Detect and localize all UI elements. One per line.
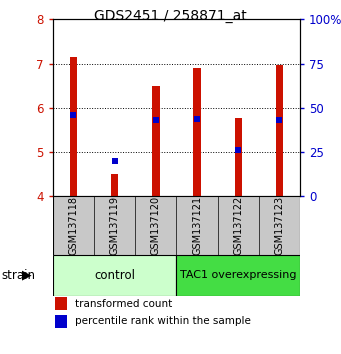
Text: GSM137122: GSM137122: [233, 196, 243, 255]
Bar: [177, 255, 300, 296]
Text: ▶: ▶: [22, 269, 32, 282]
Point: [277, 118, 282, 123]
Bar: [53, 255, 177, 296]
Bar: [152, 86, 160, 196]
Text: GSM137118: GSM137118: [69, 196, 78, 255]
Text: percentile rank within the sample: percentile rank within the sample: [75, 316, 251, 326]
Text: GSM137121: GSM137121: [192, 196, 202, 255]
Text: GDS2451 / 258871_at: GDS2451 / 258871_at: [94, 9, 247, 23]
Bar: [111, 175, 118, 196]
Text: GSM137123: GSM137123: [275, 196, 284, 255]
Point: [194, 116, 200, 121]
Bar: [55, 297, 67, 310]
Text: control: control: [94, 269, 135, 282]
Point: [236, 148, 241, 153]
Point: [112, 158, 117, 164]
Bar: [276, 65, 283, 196]
Bar: [193, 68, 201, 196]
Point: [71, 112, 76, 118]
Bar: [70, 57, 77, 196]
Text: strain: strain: [2, 269, 36, 282]
Text: transformed count: transformed count: [75, 299, 172, 309]
Bar: [55, 315, 67, 328]
Point: [153, 118, 159, 123]
Text: GSM137119: GSM137119: [110, 196, 120, 255]
Bar: [235, 118, 242, 196]
Text: GSM137120: GSM137120: [151, 196, 161, 255]
Text: TAC1 overexpressing: TAC1 overexpressing: [180, 270, 297, 280]
